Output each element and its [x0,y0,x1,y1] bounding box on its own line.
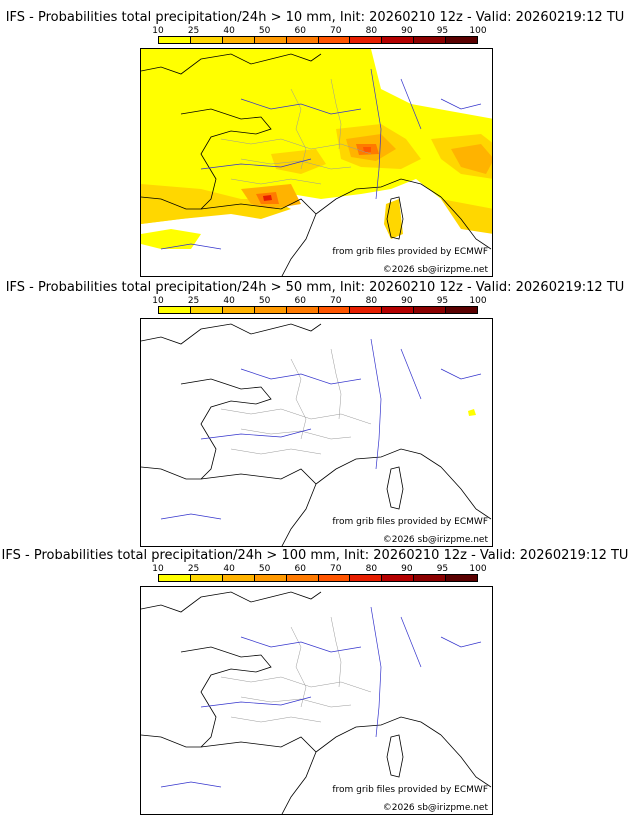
copyright: ©2026 sb@irizpme.net [382,265,488,275]
colorbar-segment [159,37,191,43]
colorbar-tick-label: 40 [223,26,235,36]
colorbar-tick-label: 40 [223,564,235,574]
colorbar-tick-label: 80 [365,296,378,306]
colorbar-tick-label: 60 [294,296,306,306]
colorbar-segment [382,575,415,581]
probability-shading [468,409,476,416]
colorbar-segment [286,37,319,43]
colorbar-tick-label: 70 [330,564,342,574]
source-credit: from grib files provided by ECMWF [332,785,488,795]
colorbar [158,36,478,44]
source-credit: from grib files provided by ECMWF [332,517,488,527]
probability-shading [141,49,492,249]
colorbar-tick-label: 40 [223,296,235,306]
colorbar-tick-label: 95 [436,564,449,574]
colorbar-tick-label: 50 [258,296,271,306]
colorbar-segment [414,307,447,313]
colorbar-segment [318,37,351,43]
colorbar-segment [382,307,415,313]
colorbar-segment [190,575,223,581]
colorbar-tick-label: 90 [401,296,413,306]
colorbar-tick-label: 50 [258,564,271,574]
colorbar-tick-label: 80 [365,26,378,36]
colorbar-tick-label: 70 [330,296,342,306]
colorbar-segment [350,307,383,313]
colorbar-tick-label: 25 [187,564,200,574]
colorbar-segment [190,37,223,43]
colorbar [158,306,478,314]
colorbar-segment [446,307,478,313]
colorbar-tick-label: 95 [436,26,449,36]
copyright: ©2026 sb@irizpme.net [382,535,488,545]
colorbar-segment [318,307,351,313]
colorbar-segment [414,575,447,581]
region-borders [220,348,372,455]
colorbar-segment [382,37,415,43]
colorbar-segment [254,307,287,313]
precipitation-map: from grib files provided by ECMWF ©2026 … [140,586,493,815]
coastlines [141,591,492,814]
colorbar-tick-label: 10 [152,26,164,36]
colorbar-tick-label: 10 [152,296,164,306]
colorbar-segment [318,575,351,581]
colorbar-tick-label: 25 [187,296,200,306]
colorbar-segment [159,307,191,313]
colorbar-tick-label: 100 [469,26,487,36]
rivers [160,68,482,250]
colorbar-tick-label: 80 [365,564,378,574]
rivers [160,606,482,788]
colorbar-segment [414,37,447,43]
colorbar-tick-label: 100 [469,296,487,306]
map-graphic [141,591,492,814]
source-credit: from grib files provided by ECMWF [332,247,488,257]
colorbar-segment [222,307,255,313]
colorbar-tick-label: 50 [258,26,271,36]
colorbar-segment [254,575,287,581]
colorbar-labels: 10 25 40 50 60 70 80 90 95 100 [152,564,486,574]
rivers [160,338,482,520]
coastlines [141,53,492,276]
colorbar-segment [446,575,478,581]
colorbar-tick-label: 100 [469,564,487,574]
colorbar-tick-label: 60 [294,26,306,36]
panel-title: IFS - Probabilities total precipitation/… [1,548,629,563]
colorbar-segment [350,37,383,43]
region-borders [220,78,372,185]
colorbar-segment [350,575,383,581]
panel-title: IFS - Probabilities total precipitation/… [5,10,625,25]
colorbar-segment [254,37,287,43]
colorbar-labels: 10 25 40 50 60 70 80 90 95 100 [152,296,486,306]
colorbar-tick-label: 90 [401,564,413,574]
colorbar-tick-label: 10 [152,564,164,574]
colorbar-segment [222,37,255,43]
colorbar-labels: 10 25 40 50 60 70 80 90 95 100 [152,26,486,36]
colorbar-segment [222,575,255,581]
colorbar-segment [159,575,191,581]
region-borders [220,616,372,723]
copyright: ©2026 sb@irizpme.net [382,803,488,813]
colorbar-tick-label: 90 [401,26,413,36]
colorbar-segment [190,307,223,313]
colorbar-tick-label: 70 [330,26,342,36]
colorbar-tick-label: 25 [187,26,200,36]
precipitation-map: from grib files provided by ECMWF ©2026 … [140,318,493,547]
colorbar-tick-label: 60 [294,564,306,574]
colorbar-segment [286,307,319,313]
colorbar-segment [446,37,478,43]
colorbar-segment [286,575,319,581]
map-graphic [141,49,492,276]
colorbar-tick-label: 95 [436,296,449,306]
colorbar [158,574,478,582]
map-graphic [141,323,492,546]
precipitation-map: from grib files provided by ECMWF ©2026 … [140,48,493,277]
panel-title: IFS - Probabilities total precipitation/… [5,280,625,295]
coastlines [141,323,492,546]
